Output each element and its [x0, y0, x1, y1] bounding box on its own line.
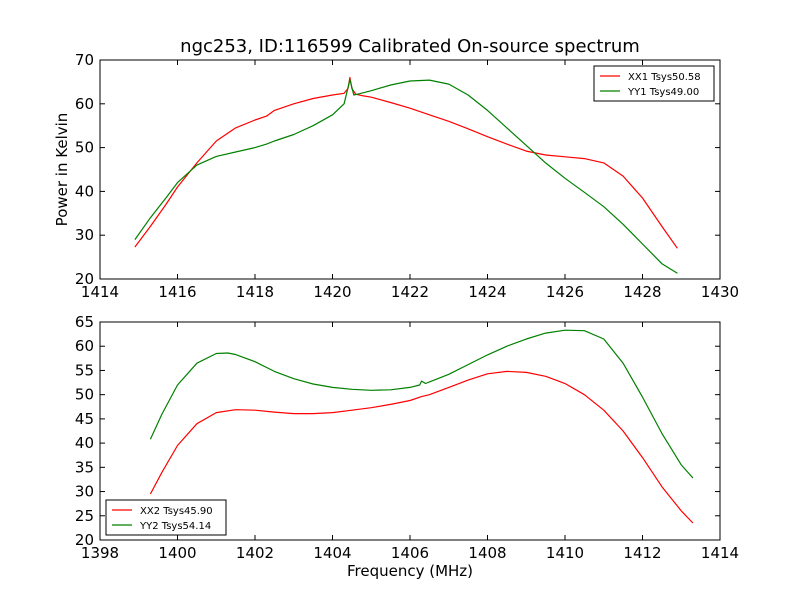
x-tick-label: 1408 — [468, 544, 506, 562]
x-tick-label: 1428 — [623, 283, 661, 301]
x-tick-label: 1400 — [158, 544, 196, 562]
x-tick-label: 1416 — [158, 283, 196, 301]
x-tick-label: 1422 — [391, 283, 429, 301]
y-tick-label: 60 — [75, 337, 94, 355]
y-tick-label: 65 — [75, 313, 94, 331]
y-tick-label: 40 — [75, 434, 94, 452]
x-tick-label: 1430 — [701, 283, 739, 301]
y-tick-label: 55 — [75, 361, 94, 379]
legend-label: XX2 Tsys45.90 — [140, 506, 213, 517]
y-tick-label: 50 — [75, 386, 94, 404]
x-tick-label: 1414 — [81, 283, 119, 301]
y-axis-label: Power in Kelvin — [53, 113, 71, 227]
y-tick-label: 20 — [75, 531, 94, 549]
x-axis-label: Frequency (MHz) — [347, 562, 473, 580]
y-tick-label: 40 — [75, 182, 94, 200]
x-tick-label: 1414 — [701, 544, 739, 562]
x-tick-label: 1410 — [546, 544, 584, 562]
series-line-2-1 — [149, 370, 694, 524]
y-tick-label: 45 — [75, 410, 94, 428]
y-tick-label: 70 — [75, 51, 94, 69]
y-tick-label: 35 — [75, 458, 94, 476]
x-tick-label: 1406 — [391, 544, 429, 562]
series-line-1-2 — [134, 79, 678, 274]
legend-label: YY1 Tsys49.00 — [627, 87, 699, 98]
y-tick-label: 60 — [75, 95, 94, 113]
legend-box-1 — [593, 65, 715, 102]
y-tick-label: 20 — [75, 270, 94, 288]
x-tick-label: 1420 — [313, 283, 351, 301]
y-tick-label: 50 — [75, 139, 94, 157]
x-tick-label: 1418 — [236, 283, 274, 301]
x-tick-label: 1402 — [236, 544, 274, 562]
y-tick-label: 30 — [75, 483, 94, 501]
legend-box-2 — [105, 499, 227, 536]
legend-label: YY2 Tsys54.14 — [139, 521, 211, 532]
x-tick-label: 1412 — [623, 544, 661, 562]
x-tick-label: 1426 — [546, 283, 584, 301]
x-tick-label: 1424 — [468, 283, 506, 301]
x-tick-label: 1398 — [81, 544, 119, 562]
series-line-2-2 — [149, 329, 694, 479]
y-tick-label: 30 — [75, 226, 94, 244]
legend-label: XX1 Tsys50.58 — [628, 72, 701, 83]
y-tick-label: 25 — [75, 507, 94, 525]
series-line-1-1 — [134, 76, 678, 249]
chart-title: ngc253, ID:116599 Calibrated On-source s… — [180, 36, 640, 57]
x-tick-label: 1404 — [313, 544, 351, 562]
